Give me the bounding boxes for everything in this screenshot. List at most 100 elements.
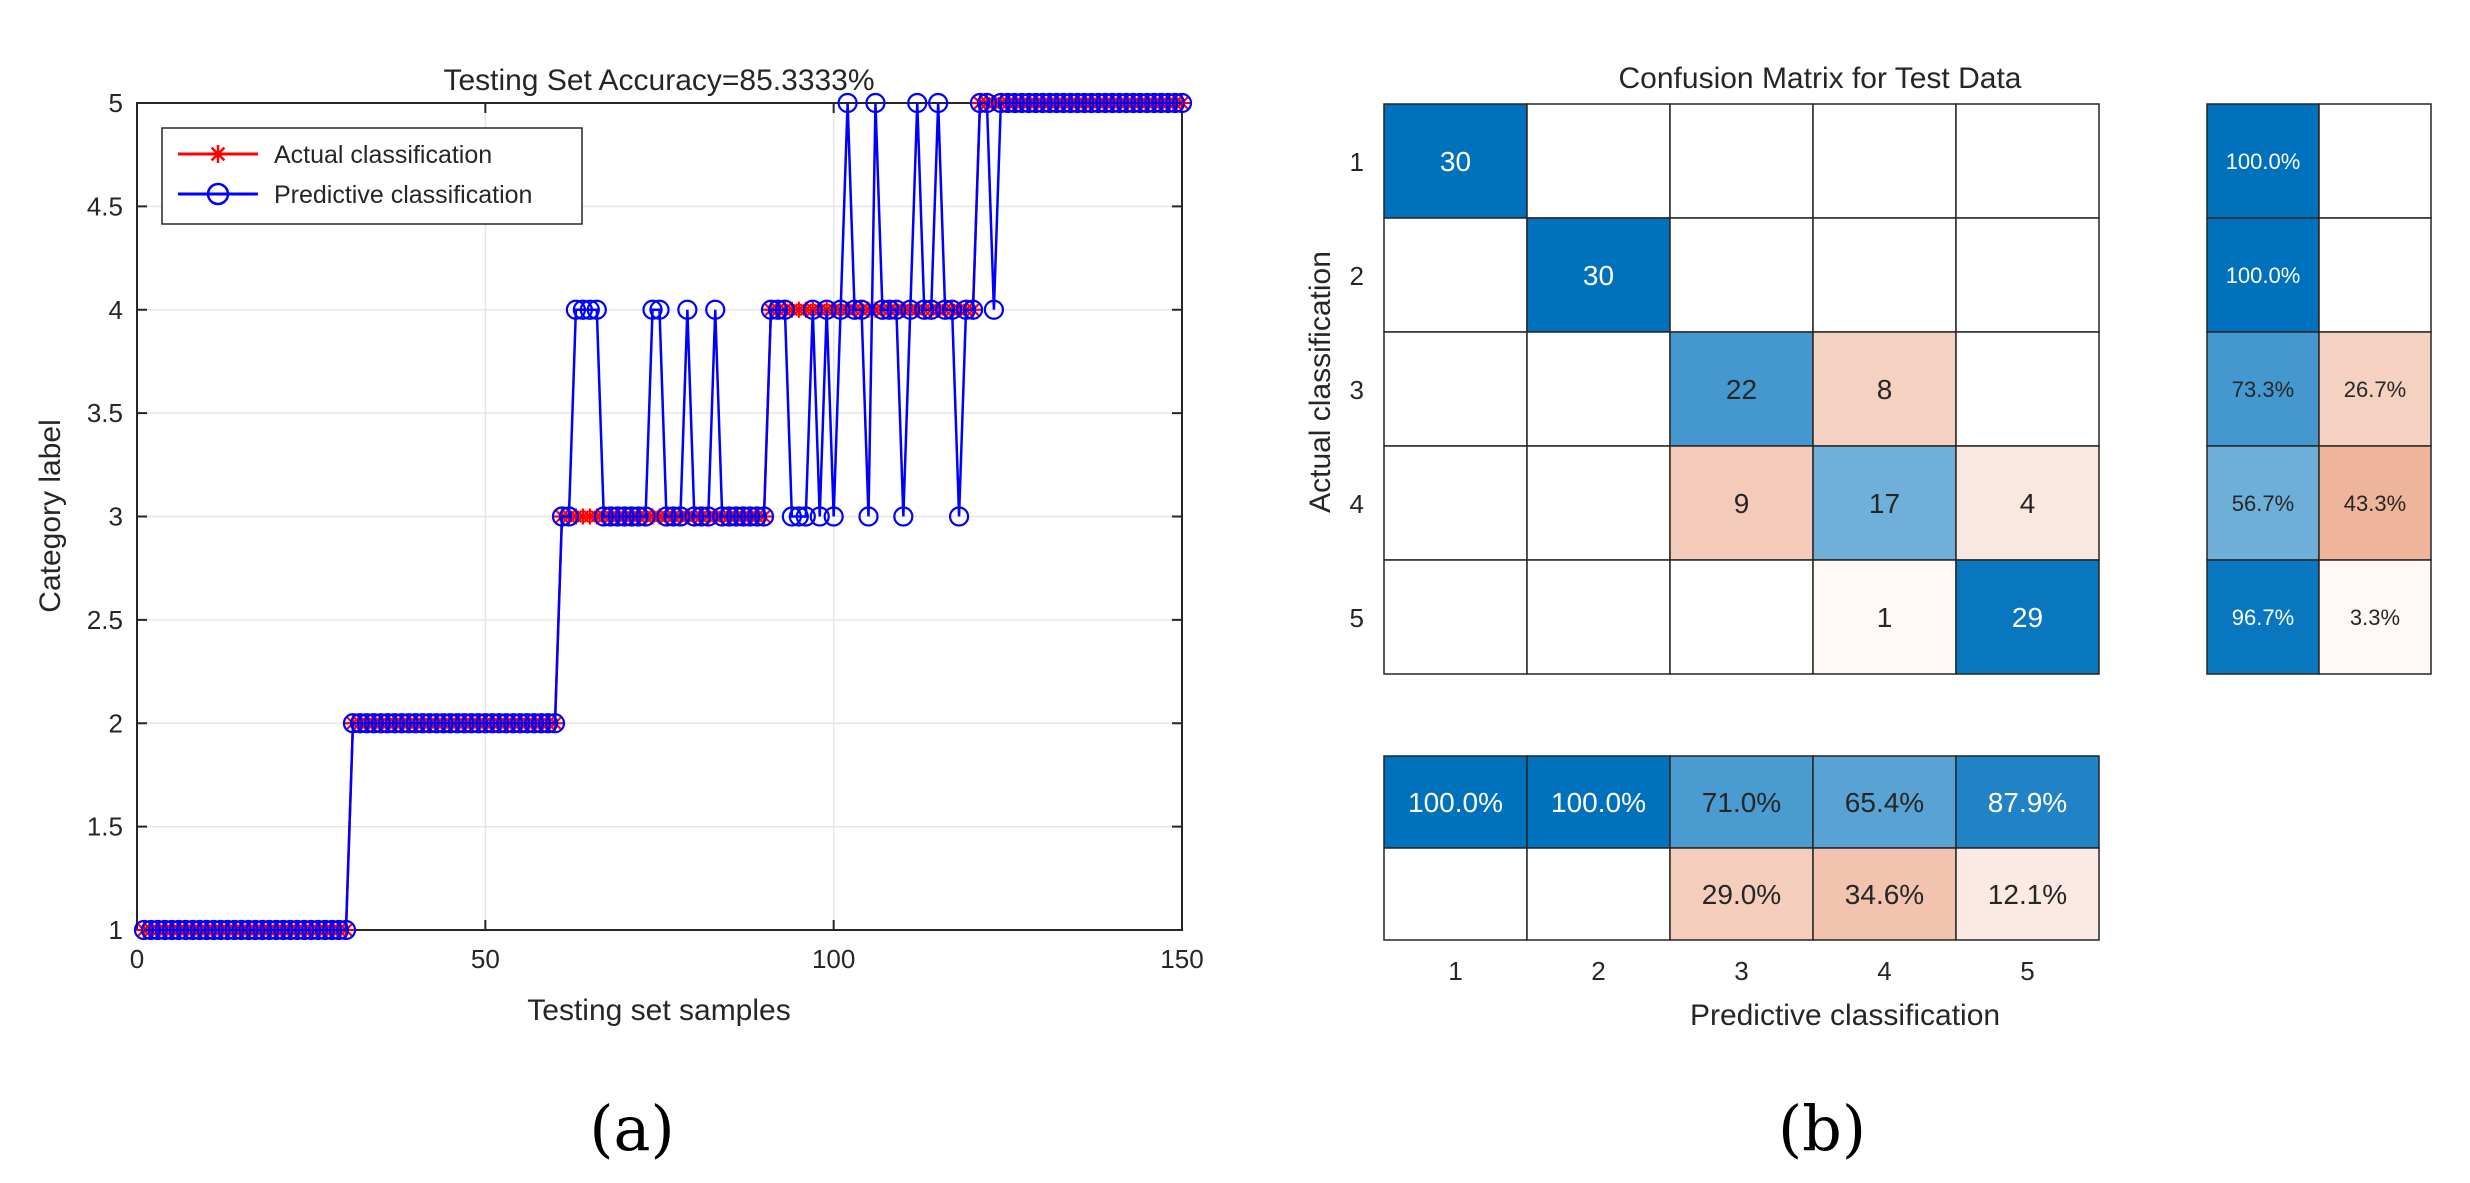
x-class-label: 3 [1734,956,1748,986]
predictive-point [321,919,343,941]
predictive-point [294,919,315,941]
predictive-point [656,506,677,527]
row-summary-value: 100.0% [2226,149,2301,174]
predictive-point [189,919,210,941]
predictive-point [133,919,155,941]
predictive-point [753,506,775,527]
predictive-point [962,299,984,320]
predictive-point [809,506,830,527]
y-tick-label: 3 [109,502,123,532]
row-summary-value: 43.3% [2344,491,2406,516]
matrix-cell-value: 4 [2020,488,2036,519]
column-summary-value: 29.0% [1702,879,1781,910]
predictive-point [635,506,656,527]
predictive-point [537,713,559,734]
predictive-point [1088,92,1109,114]
x-tick-label: 0 [130,944,144,974]
predictive-point [154,919,175,941]
predictive-point [468,713,489,734]
predictive-point [907,92,928,114]
predictive-point [175,919,196,941]
legend-label-predictive: Predictive classification [274,181,532,209]
predictive-point [684,506,705,527]
matrix-cell [1812,331,1957,447]
predictive-point [168,919,189,941]
predictive-point [489,713,510,734]
matrix-cell [1383,217,1528,333]
predictive-point [739,506,761,527]
panel-label-a: (a) [589,1092,674,1165]
matrix-cell-value: 8 [1877,374,1893,405]
predictive-point [1067,92,1088,114]
predictive-point [830,299,851,320]
predictive-point [976,92,998,114]
predictive-point [774,299,796,320]
matrix-cell [1812,217,1957,333]
predictive-point [482,713,503,734]
predictive-point [746,506,768,527]
predictive-point [558,506,580,527]
predictive-point [391,713,412,734]
predictive-point [370,713,391,734]
confusion-matrix: 30 30 22 8 9 17 4 1 29 [1383,103,2100,675]
matrix-cell [1526,445,1671,561]
matrix-cell [1383,445,1528,561]
predictive-point [1095,92,1116,114]
matrix-cell-value: 22 [1726,374,1757,405]
y-tick-label: 4.5 [87,191,123,221]
predictive-point [1053,92,1074,114]
predictive-point [377,713,398,734]
column-summary-value: 12.1% [1988,879,2067,910]
predictive-point [245,919,266,941]
predictive-point [398,713,419,734]
predictive-point [586,299,607,320]
column-summary-cell [1812,847,1957,941]
predictive-point [1004,92,1025,114]
predictive-point [921,299,942,320]
matrix-cell [1955,331,2100,447]
matrix-cell [1669,445,1814,561]
matrix-cell-value: 30 [1583,260,1614,291]
predictive-point [767,299,789,320]
predictive-point [503,713,524,734]
column-summary-cell [1526,847,1671,941]
predictive-point [308,919,329,941]
asterisk-marker-icon [209,145,227,163]
predictive-point [955,299,977,320]
predictive-point [231,919,252,941]
predictive-point [273,919,294,941]
matrix-cell [1812,103,1957,219]
predictive-point [928,92,949,114]
matrix-cell [1526,331,1671,447]
y-tick-label: 4 [109,295,123,325]
predictive-point [530,713,552,734]
predictive-point [196,919,217,941]
predictive-point [851,299,872,320]
predictive-point [719,506,740,527]
column-summary-cell [1383,847,1528,941]
y-class-label: 2 [1350,261,1364,291]
legend-box [161,127,583,225]
predictive-point [384,713,405,734]
predictive-point [210,919,231,941]
predictive-point [356,713,377,734]
row-summary-cell [2206,445,2320,561]
predictive-point [1123,92,1144,114]
row-summary: 100.0% 100.0% 73.3% 26.7% 56.7% 43.3% 96.7% 3.3… [2206,103,2432,675]
data-series [133,92,1193,941]
row-summary-value: 26.7% [2344,377,2406,402]
x-axis-label: Predictive classification [1690,999,2000,1032]
predictive-point [1157,92,1179,114]
y-tick-label: 3.5 [87,398,123,428]
predictive-point [315,919,336,941]
predictive-point [1046,92,1067,114]
predictive-point [1032,92,1053,114]
predictive-point [1150,92,1172,114]
predictive-point [990,92,1011,114]
row-summary-cell [2318,559,2432,675]
matrix-cell [1669,559,1814,675]
panel-label-b: (b) [1778,1092,1866,1165]
matrix-cell [1669,331,1814,447]
predictive-point [865,92,886,114]
